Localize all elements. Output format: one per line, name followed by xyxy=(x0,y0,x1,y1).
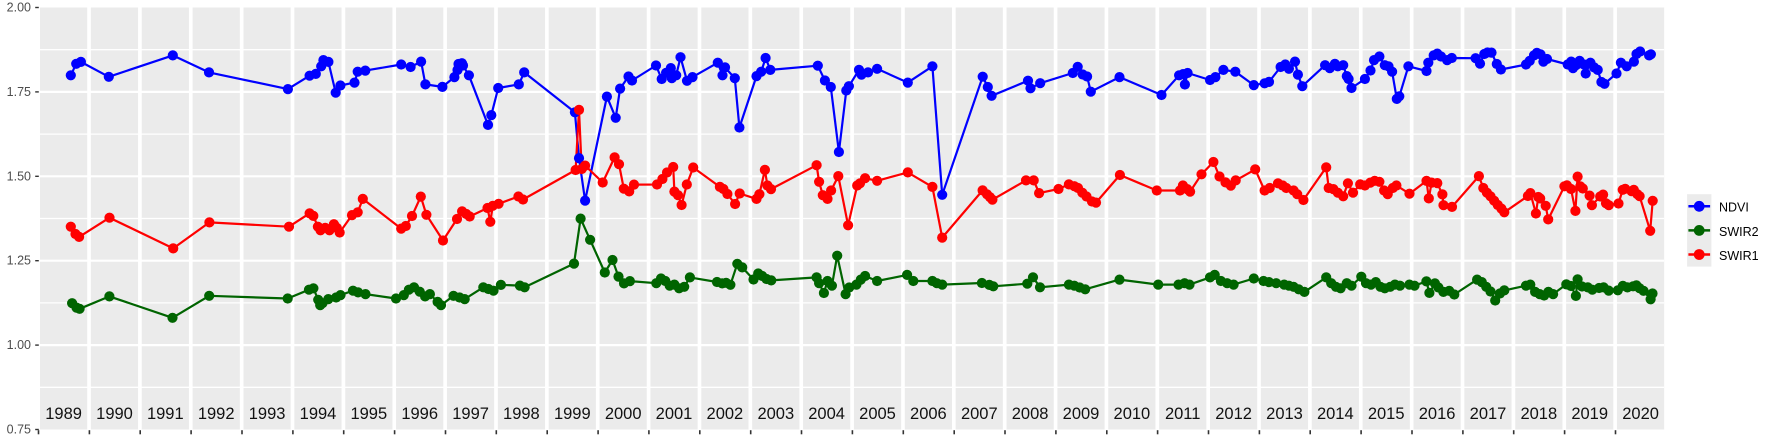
svg-text:2006: 2006 xyxy=(910,405,947,423)
svg-text:NDVI: NDVI xyxy=(1719,201,1749,215)
svg-text:2005: 2005 xyxy=(859,405,896,423)
svg-text:1997: 1997 xyxy=(452,405,489,423)
svg-text:1989: 1989 xyxy=(45,405,82,423)
svg-text:1996: 1996 xyxy=(401,405,438,423)
svg-text:2020: 2020 xyxy=(1622,405,1659,423)
svg-text:2.00: 2.00 xyxy=(7,1,31,15)
svg-text:2002: 2002 xyxy=(707,405,744,423)
svg-text:1994: 1994 xyxy=(300,405,337,423)
svg-text:1991: 1991 xyxy=(147,405,184,423)
svg-text:SWIR1: SWIR1 xyxy=(1719,249,1759,263)
svg-text:1.00: 1.00 xyxy=(7,338,31,352)
svg-text:SWIR2: SWIR2 xyxy=(1719,225,1759,239)
svg-text:1995: 1995 xyxy=(350,405,387,423)
svg-text:2019: 2019 xyxy=(1571,405,1608,423)
svg-text:1990: 1990 xyxy=(96,405,133,423)
svg-text:2016: 2016 xyxy=(1419,405,1456,423)
svg-text:1.50: 1.50 xyxy=(7,169,31,183)
svg-text:2011: 2011 xyxy=(1165,405,1200,423)
svg-text:2015: 2015 xyxy=(1368,405,1405,423)
svg-text:2013: 2013 xyxy=(1266,405,1303,423)
svg-text:1998: 1998 xyxy=(503,405,540,423)
svg-text:1.25: 1.25 xyxy=(7,254,31,268)
svg-text:2004: 2004 xyxy=(808,405,845,423)
svg-text:2000: 2000 xyxy=(605,405,642,423)
svg-text:2012: 2012 xyxy=(1215,405,1252,423)
svg-text:2010: 2010 xyxy=(1114,405,1151,423)
svg-text:2017: 2017 xyxy=(1470,405,1507,423)
svg-text:1992: 1992 xyxy=(198,405,235,423)
svg-text:1999: 1999 xyxy=(554,405,591,423)
svg-text:1.75: 1.75 xyxy=(7,85,31,99)
svg-text:2001: 2001 xyxy=(656,405,693,423)
svg-text:2008: 2008 xyxy=(1012,405,1049,423)
svg-text:2007: 2007 xyxy=(961,405,998,423)
svg-text:2003: 2003 xyxy=(757,405,794,423)
svg-text:2014: 2014 xyxy=(1317,405,1354,423)
svg-text:0.75: 0.75 xyxy=(7,423,31,437)
svg-text:1993: 1993 xyxy=(249,405,286,423)
svg-text:2009: 2009 xyxy=(1063,405,1100,423)
svg-text:2018: 2018 xyxy=(1520,405,1557,423)
